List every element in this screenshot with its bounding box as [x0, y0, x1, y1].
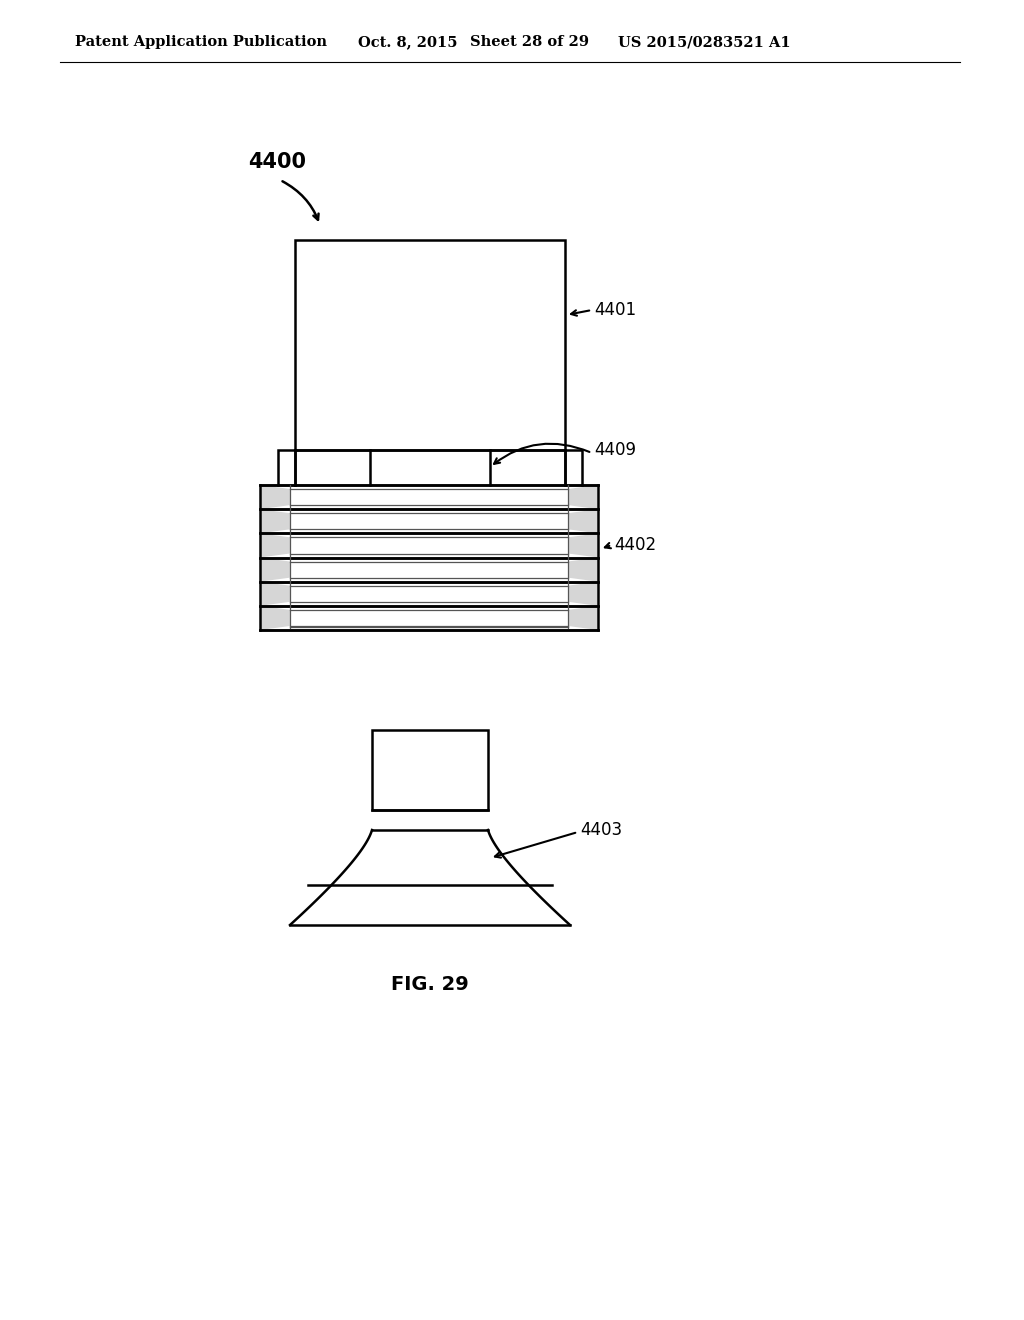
Text: 4403: 4403	[580, 821, 623, 840]
Bar	[565, 450, 582, 484]
Polygon shape	[568, 510, 598, 533]
Polygon shape	[568, 582, 598, 606]
Polygon shape	[260, 606, 290, 630]
Text: US 2015/0283521 A1: US 2015/0283521 A1	[618, 36, 791, 49]
Polygon shape	[568, 484, 598, 510]
Bar	[295, 240, 565, 450]
Polygon shape	[260, 557, 290, 582]
Text: 4401: 4401	[594, 301, 636, 319]
Polygon shape	[260, 533, 290, 557]
Polygon shape	[568, 557, 598, 582]
Polygon shape	[260, 510, 290, 533]
Text: Patent Application Publication: Patent Application Publication	[75, 36, 327, 49]
Text: 4402: 4402	[614, 536, 656, 554]
Polygon shape	[260, 582, 290, 606]
Bar	[372, 730, 488, 810]
Text: FIG. 29: FIG. 29	[391, 975, 469, 994]
Text: 4409: 4409	[594, 441, 636, 459]
Text: Oct. 8, 2015: Oct. 8, 2015	[358, 36, 458, 49]
Bar	[278, 450, 295, 484]
Polygon shape	[568, 533, 598, 557]
Text: 4400: 4400	[248, 152, 306, 172]
Polygon shape	[260, 484, 290, 510]
Polygon shape	[568, 606, 598, 630]
Text: Sheet 28 of 29: Sheet 28 of 29	[470, 36, 589, 49]
